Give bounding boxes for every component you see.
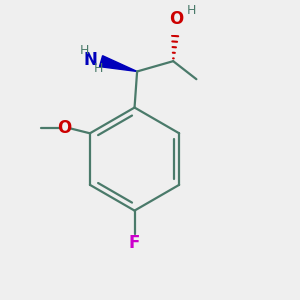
Polygon shape — [100, 56, 137, 71]
Text: methoxy: methoxy — [42, 128, 48, 129]
Text: F: F — [129, 234, 140, 252]
Text: H: H — [80, 44, 89, 57]
Text: H: H — [94, 62, 103, 75]
Text: O: O — [57, 119, 71, 137]
Text: N: N — [84, 51, 98, 69]
Text: H: H — [187, 4, 196, 17]
Text: O: O — [169, 10, 183, 28]
